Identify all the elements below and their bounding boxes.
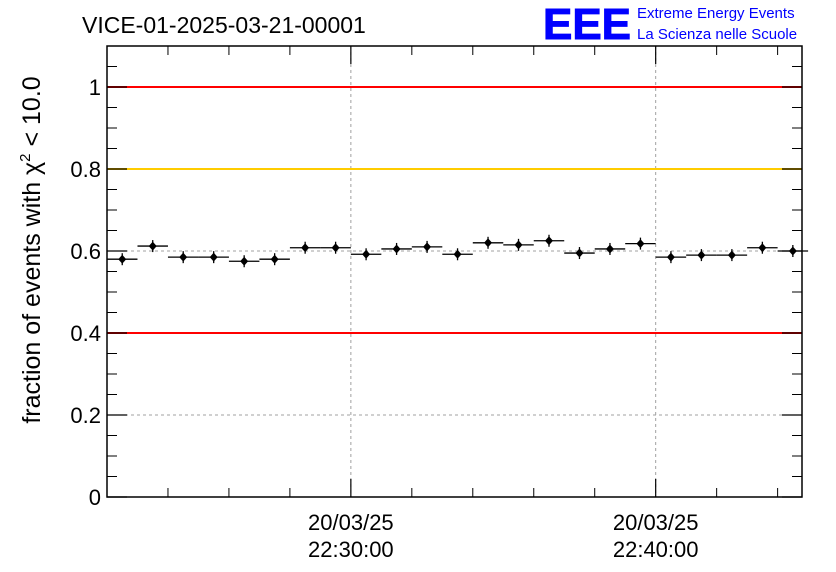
y-tick-label: 0.8	[70, 157, 101, 182]
y-tick-label: 0.6	[70, 239, 101, 264]
x-tick-time-label: 22:40:00	[613, 537, 699, 562]
y-axis-label: fraction of events with χ2 < 10.0	[17, 76, 46, 423]
data-point	[270, 254, 279, 264]
logo-line-1: Extreme Energy Events	[637, 5, 795, 22]
data-point	[301, 243, 310, 253]
logo-line-2: La Scienza nelle Scuole	[637, 26, 797, 43]
data-point	[636, 239, 645, 249]
data-point	[484, 238, 493, 248]
axis-ticks	[107, 46, 802, 498]
data-point	[362, 249, 371, 259]
data-point	[788, 246, 797, 256]
x-tick-time-label: 22:30:00	[308, 537, 394, 562]
y-tick-label: 0.4	[70, 321, 101, 346]
reference-lines	[107, 86, 802, 334]
data-point	[514, 240, 523, 250]
x-tick-date-label: 20/03/25	[613, 510, 699, 535]
data-point	[118, 254, 127, 264]
eee-logo: EEE Extreme Energy Events La Scienza nel…	[543, 0, 798, 50]
data-point	[758, 243, 767, 253]
data-point	[605, 244, 614, 254]
eee-logo-mark: EEE	[543, 0, 631, 49]
data-point	[392, 244, 401, 254]
data-point	[331, 243, 340, 253]
data-point	[544, 236, 553, 246]
data-point	[575, 248, 584, 258]
data-point	[240, 256, 249, 266]
y-tick-label: 0	[89, 485, 101, 510]
data-point	[179, 252, 188, 262]
data-point	[148, 241, 157, 251]
data-points	[107, 234, 809, 268]
data-point	[209, 252, 218, 262]
plot-frame	[106, 45, 803, 498]
data-point	[727, 250, 736, 260]
y-tick-label: 0.2	[70, 403, 101, 428]
y-tick-label: 1	[89, 75, 101, 100]
x-tick-date-label: 20/03/25	[308, 510, 394, 535]
data-point	[453, 249, 462, 259]
grid-lines	[107, 46, 802, 497]
data-point	[666, 252, 675, 262]
y-tick-labels: 0 0.2 0.4 0.6 0.8 1	[70, 75, 101, 510]
data-point	[423, 242, 432, 252]
chart-title: VICE-01-2025-03-21-00001	[82, 12, 366, 38]
data-point	[697, 250, 706, 260]
